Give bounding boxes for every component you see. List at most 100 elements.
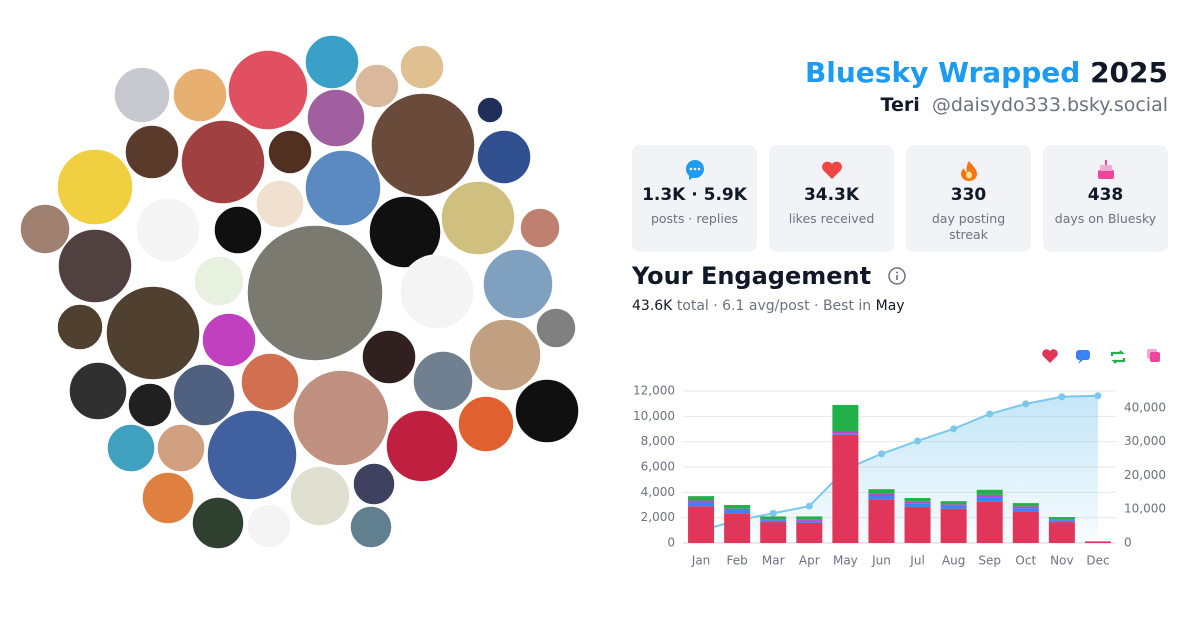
bar-segment	[1012, 506, 1039, 509]
avatar[interactable]	[135, 197, 201, 263]
avatar[interactable]	[476, 96, 504, 124]
bar-segment	[904, 498, 931, 502]
y-tick-label: 4,000	[641, 485, 675, 499]
info-icon[interactable]	[887, 266, 907, 286]
y2-tick-label: 10,000	[1124, 502, 1166, 516]
avatar[interactable]	[156, 423, 206, 473]
avatar[interactable]	[180, 119, 266, 205]
point	[914, 437, 922, 445]
avatar[interactable]	[19, 203, 71, 255]
avatar[interactable]	[476, 129, 532, 185]
avatar[interactable]	[56, 303, 104, 351]
engagement-title: Your Engagement	[632, 262, 872, 290]
bar-segment	[724, 508, 751, 511]
avatar[interactable]	[482, 248, 554, 320]
section-title: Your Engagement	[632, 262, 907, 290]
avatar[interactable]	[370, 92, 476, 198]
avatar[interactable]	[468, 318, 542, 392]
avatar[interactable]	[385, 409, 459, 483]
display-name: Teri	[880, 94, 920, 116]
y2-tick-label: 20,000	[1124, 468, 1166, 482]
avatar[interactable]	[368, 195, 442, 269]
stat-card: 330 day posting streak	[906, 145, 1031, 252]
bar-segment	[976, 501, 1003, 543]
y-tick-label: 6,000	[641, 460, 675, 474]
handle: @daisydo333.bsky.social	[931, 94, 1168, 116]
point	[986, 410, 994, 418]
point	[805, 502, 813, 510]
bar-segment	[1048, 519, 1075, 521]
avatar[interactable]	[267, 129, 313, 175]
avatar[interactable]	[127, 382, 173, 428]
avatar[interactable]	[141, 471, 195, 525]
stat-value: 34.3K	[803, 185, 860, 205]
avatar[interactable]	[292, 369, 390, 467]
avatar[interactable]	[113, 66, 171, 124]
point	[1058, 393, 1066, 401]
bar-segment	[1084, 541, 1111, 543]
avatar[interactable]	[352, 462, 396, 506]
bar-segment	[796, 522, 823, 543]
avatar[interactable]	[201, 312, 257, 368]
avatar[interactable]	[514, 378, 580, 444]
point	[950, 425, 958, 433]
bar-segment	[868, 493, 895, 496]
avatar[interactable]	[255, 179, 305, 229]
avatar[interactable]	[57, 228, 133, 304]
avatar[interactable]	[206, 409, 298, 501]
avatar[interactable]	[289, 465, 351, 527]
bar-segment	[904, 501, 931, 504]
icon	[685, 160, 704, 180]
avatar[interactable]	[213, 205, 263, 255]
avatar[interactable]	[306, 88, 366, 148]
bar-segment	[688, 500, 715, 503]
x-tick-label: Jul	[909, 554, 924, 568]
avatar[interactable]	[361, 329, 417, 385]
avatar[interactable]	[304, 149, 382, 227]
avatar[interactable]	[399, 44, 445, 90]
bar-segment	[760, 519, 787, 521]
avatar[interactable]	[191, 496, 245, 550]
bar-segment	[940, 505, 967, 509]
y2-tick-label: 30,000	[1124, 434, 1166, 448]
avatar-cloud	[19, 34, 580, 550]
avatar[interactable]	[68, 361, 128, 421]
bar-segment	[832, 434, 859, 543]
avatar[interactable]	[304, 34, 360, 90]
avatar[interactable]	[172, 363, 236, 427]
avatar[interactable]	[349, 505, 393, 549]
total: 43.6K	[632, 298, 673, 314]
avatar[interactable]	[399, 254, 475, 330]
icon	[1097, 160, 1114, 179]
bar-segment	[724, 505, 751, 509]
bar-segment	[796, 519, 823, 521]
avatar[interactable]	[193, 255, 245, 307]
bar-segment	[940, 508, 967, 543]
avatar[interactable]	[535, 307, 577, 349]
avatar[interactable]	[246, 503, 292, 549]
avatar[interactable]	[124, 124, 180, 180]
avatar[interactable]	[246, 224, 384, 362]
icon	[960, 161, 977, 181]
stat-card: 438 days on Bluesky	[1043, 145, 1168, 252]
avatar[interactable]	[227, 49, 309, 131]
y-tick-label: 0	[667, 536, 675, 550]
bar-segment	[940, 501, 967, 505]
avatar[interactable]	[354, 63, 400, 109]
title: Bluesky Wrapped 2025	[805, 56, 1168, 89]
avatar[interactable]	[105, 285, 201, 381]
avatar[interactable]	[240, 352, 300, 412]
stat-label: posts · replies	[650, 211, 739, 226]
year: 2025	[1090, 56, 1168, 89]
stat-value: 1.3K · 5.9K	[642, 185, 747, 205]
bar-segment	[796, 520, 823, 523]
avatar[interactable]	[412, 350, 474, 412]
avatar[interactable]	[172, 67, 228, 123]
avatar[interactable]	[519, 207, 561, 249]
avatar[interactable]	[457, 395, 515, 453]
avatar[interactable]	[56, 148, 134, 226]
x-tick-label: Nov	[1050, 554, 1073, 568]
avatar[interactable]	[106, 423, 156, 473]
avatar[interactable]	[440, 180, 516, 256]
bar-segment	[904, 503, 931, 507]
